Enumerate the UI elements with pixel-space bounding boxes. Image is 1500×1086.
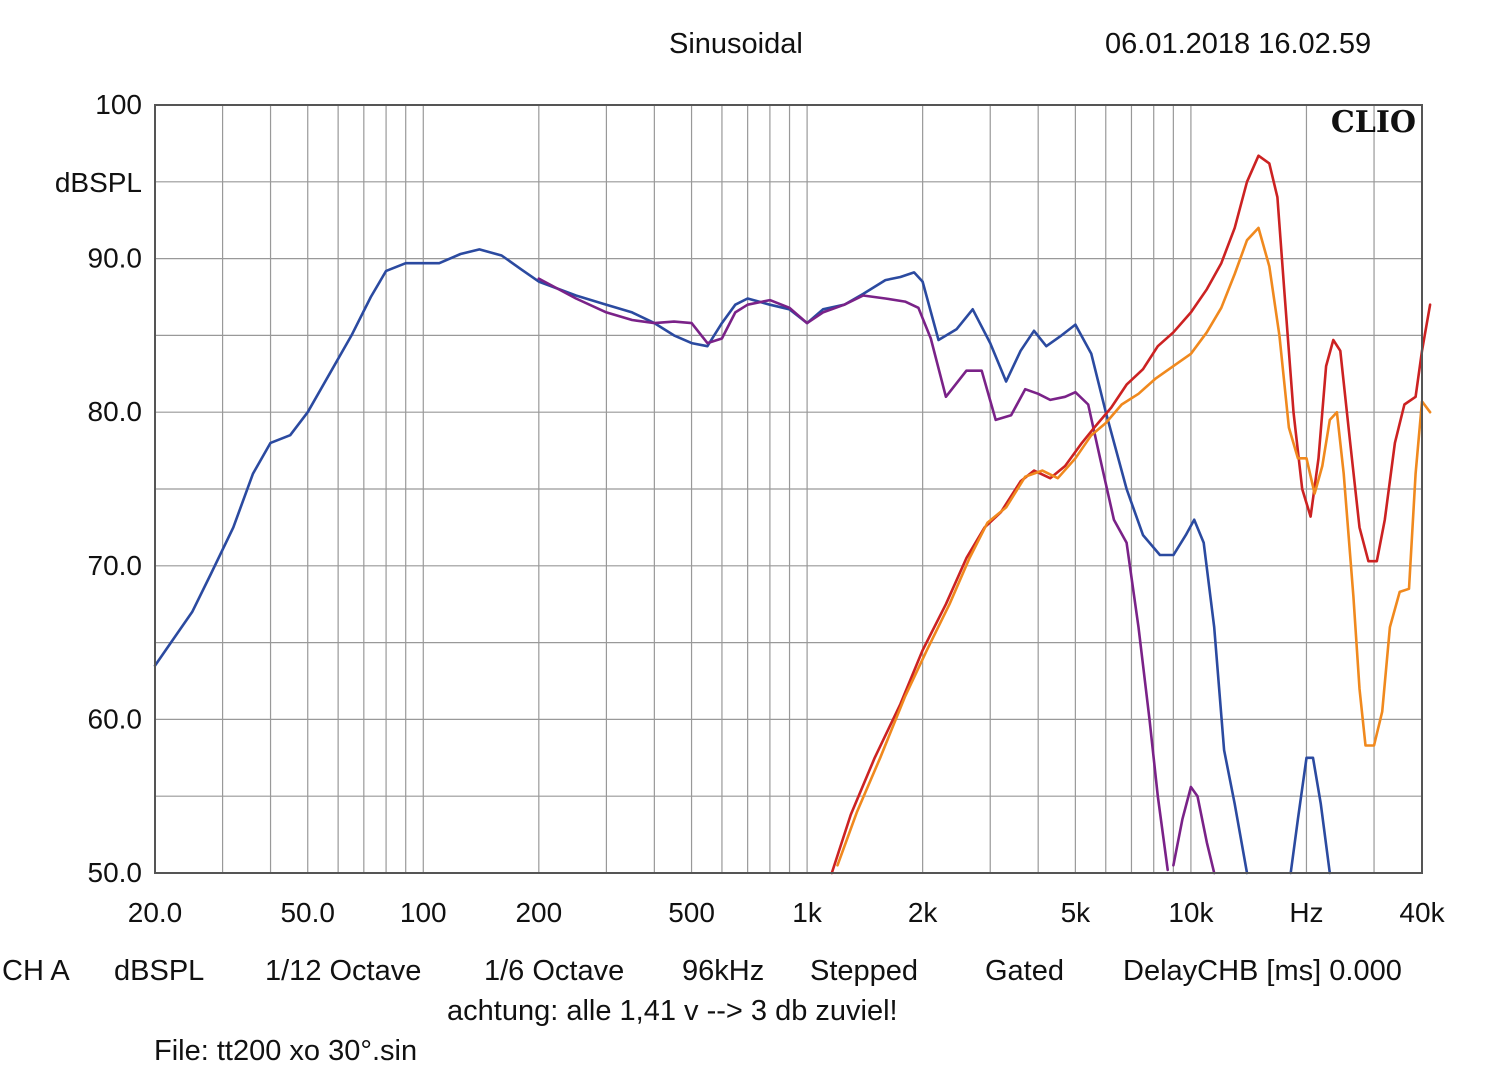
footer-samplerate: 96kHz [682, 955, 765, 987]
x-tick-label: 40k [1399, 897, 1445, 928]
y-tick-label: 90.0 [88, 243, 143, 274]
x-tick-label: 200 [515, 897, 562, 928]
y-axis-label: dBSPL [55, 167, 142, 198]
y-tick-label: 80.0 [88, 396, 143, 427]
x-tick-label: 500 [668, 897, 715, 928]
chart-title: Sinusoidal [669, 28, 803, 60]
footer-ch-a: CH A [2, 955, 70, 987]
x-axis-ticks: 20.0 50.0 100 200 500 1k 2k 5k 10k Hz 40k [128, 897, 1446, 928]
x-tick-label: 1k [792, 897, 823, 928]
footer-file: File: tt200 xo 30°.sin [154, 1035, 418, 1067]
series-line-1 [1289, 756, 1332, 875]
y-tick-label: 100 [95, 89, 142, 120]
series-line-0 [153, 248, 1249, 875]
footer-smoothing: 1/6 Octave [484, 955, 625, 987]
series-group [153, 154, 1432, 875]
plot-border [154, 104, 1423, 874]
y-axis-ticks: 100 90.0 80.0 70.0 60.0 50.0 [88, 89, 143, 888]
footer-gated: Gated [985, 955, 1064, 987]
x-tick-label: 100 [400, 897, 447, 928]
footer-delay: DelayCHB [ms] 0.000 [1123, 955, 1402, 987]
y-tick-label: 50.0 [88, 857, 143, 888]
y-tick-label: 70.0 [88, 550, 143, 581]
footer-resolution: 1/12 Octave [265, 955, 422, 987]
x-tick-label: 20.0 [128, 897, 183, 928]
footer-mode: Stepped [810, 955, 919, 987]
timestamp: 06.01.2018 16.02.59 [1105, 28, 1372, 60]
series-line-5 [836, 226, 1432, 867]
series-line-2 [537, 277, 1169, 872]
grid [155, 105, 1422, 873]
series-line-3 [1172, 785, 1216, 875]
x-tick-label: 50.0 [280, 897, 335, 928]
x-tick-label: Hz [1289, 897, 1323, 928]
x-tick-label: 2k [908, 897, 939, 928]
footer-unit: dBSPL [114, 955, 205, 987]
brand-logo: CLIO [1331, 105, 1416, 140]
y-tick-label: 60.0 [88, 703, 143, 734]
x-tick-label: 5k [1061, 897, 1092, 928]
footer-note: achtung: alle 1,41 v --> 3 db zuviel! [447, 995, 898, 1027]
x-tick-label: 10k [1168, 897, 1214, 928]
